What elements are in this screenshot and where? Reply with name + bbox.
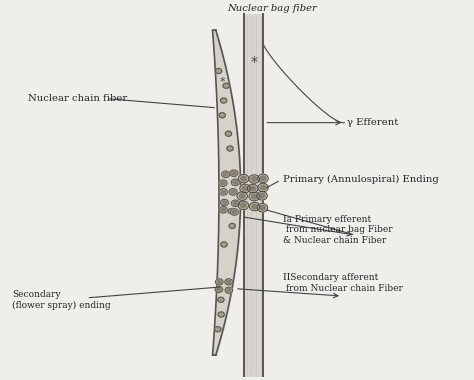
Circle shape	[215, 327, 221, 332]
Circle shape	[259, 193, 265, 198]
Circle shape	[242, 186, 248, 191]
Circle shape	[222, 201, 227, 204]
Circle shape	[221, 208, 226, 212]
Circle shape	[227, 280, 231, 283]
Text: Secondary
(flower spray) ending: Secondary (flower spray) ending	[12, 290, 110, 310]
Circle shape	[240, 184, 250, 193]
FancyBboxPatch shape	[244, 14, 263, 377]
Circle shape	[223, 83, 229, 88]
Circle shape	[238, 174, 249, 183]
Circle shape	[251, 194, 257, 199]
Circle shape	[238, 201, 248, 210]
Circle shape	[217, 288, 221, 291]
Circle shape	[247, 184, 258, 193]
Text: *: *	[250, 55, 257, 69]
Text: Primary (Annulospiral) Ending: Primary (Annulospiral) Ending	[283, 175, 439, 184]
Circle shape	[219, 188, 228, 195]
Circle shape	[258, 174, 268, 183]
Circle shape	[221, 181, 225, 185]
Circle shape	[241, 176, 246, 181]
Circle shape	[260, 185, 266, 190]
Circle shape	[249, 175, 259, 183]
Circle shape	[215, 68, 222, 74]
Text: Nuclear chain fiber: Nuclear chain fiber	[27, 94, 127, 103]
Circle shape	[222, 171, 230, 177]
Circle shape	[229, 223, 236, 228]
Circle shape	[232, 171, 236, 175]
Circle shape	[219, 206, 228, 213]
Circle shape	[215, 286, 223, 293]
Circle shape	[229, 188, 237, 195]
Circle shape	[225, 279, 232, 285]
Circle shape	[239, 194, 245, 198]
Text: Ia Primary efferent
 from nuclear bag Fiber
& Nuclear chain Fiber: Ia Primary efferent from nuclear bag Fib…	[283, 215, 393, 245]
Circle shape	[258, 183, 268, 192]
Circle shape	[221, 242, 227, 247]
Text: Nuclear bag fiber: Nuclear bag fiber	[227, 4, 317, 13]
Circle shape	[216, 279, 223, 285]
Circle shape	[231, 179, 239, 186]
Circle shape	[250, 186, 255, 191]
Circle shape	[252, 204, 257, 209]
Text: IISecondary afferent
 from Nuclear chain Fiber: IISecondary afferent from Nuclear chain …	[283, 274, 403, 293]
Circle shape	[240, 203, 246, 208]
Text: γ Efferent: γ Efferent	[346, 118, 398, 127]
Circle shape	[231, 200, 239, 207]
Circle shape	[230, 170, 238, 177]
Circle shape	[228, 209, 235, 214]
Circle shape	[227, 288, 231, 292]
Circle shape	[225, 287, 233, 293]
Circle shape	[225, 131, 232, 136]
Circle shape	[249, 192, 259, 201]
Circle shape	[251, 177, 257, 181]
Circle shape	[219, 113, 226, 118]
Circle shape	[232, 210, 237, 214]
Circle shape	[219, 180, 227, 187]
Circle shape	[221, 190, 226, 194]
Circle shape	[220, 199, 228, 206]
Circle shape	[260, 176, 266, 181]
Circle shape	[257, 204, 268, 212]
Circle shape	[231, 190, 236, 194]
Text: *: *	[220, 77, 225, 87]
Circle shape	[220, 98, 227, 103]
Circle shape	[260, 205, 265, 210]
Circle shape	[218, 297, 224, 302]
Circle shape	[233, 201, 237, 205]
Circle shape	[257, 192, 267, 200]
Circle shape	[230, 209, 238, 215]
Circle shape	[227, 146, 233, 151]
Circle shape	[218, 312, 224, 317]
Circle shape	[233, 180, 237, 184]
Circle shape	[237, 192, 247, 200]
Circle shape	[217, 280, 221, 284]
Circle shape	[223, 173, 228, 176]
Circle shape	[249, 202, 260, 211]
